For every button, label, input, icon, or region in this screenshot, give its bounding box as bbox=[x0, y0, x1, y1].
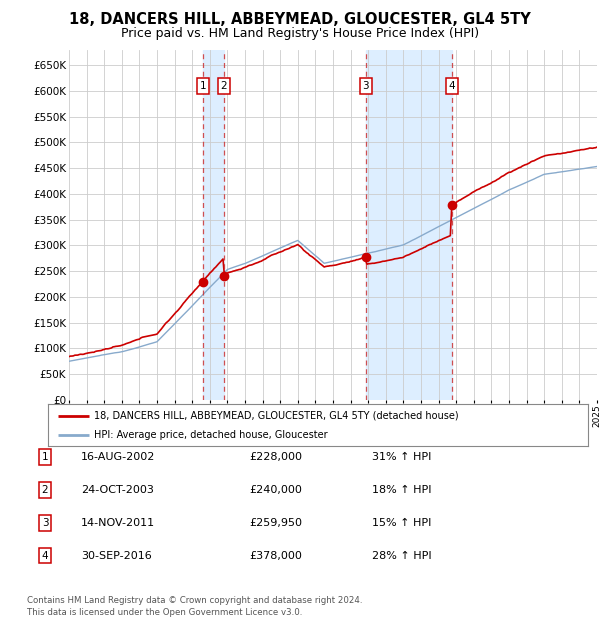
Text: HPI: Average price, detached house, Gloucester: HPI: Average price, detached house, Glou… bbox=[94, 430, 328, 440]
Text: Contains HM Land Registry data © Crown copyright and database right 2024.: Contains HM Land Registry data © Crown c… bbox=[27, 596, 362, 604]
Text: 2: 2 bbox=[221, 81, 227, 91]
Bar bbox=[203, 50, 224, 400]
Text: 18% ↑ HPI: 18% ↑ HPI bbox=[372, 485, 431, 495]
Text: 16-AUG-2002: 16-AUG-2002 bbox=[81, 452, 155, 462]
Text: This data is licensed under the Open Government Licence v3.0.: This data is licensed under the Open Gov… bbox=[27, 608, 302, 617]
Bar bbox=[366, 50, 452, 400]
Text: 15% ↑ HPI: 15% ↑ HPI bbox=[372, 518, 431, 528]
Text: 24-OCT-2003: 24-OCT-2003 bbox=[81, 485, 154, 495]
Text: £259,950: £259,950 bbox=[249, 518, 302, 528]
Text: £378,000: £378,000 bbox=[249, 551, 302, 560]
Text: 3: 3 bbox=[362, 81, 369, 91]
Text: 4: 4 bbox=[41, 551, 49, 560]
Text: Price paid vs. HM Land Registry's House Price Index (HPI): Price paid vs. HM Land Registry's House … bbox=[121, 27, 479, 40]
Text: 1: 1 bbox=[200, 81, 206, 91]
Text: 31% ↑ HPI: 31% ↑ HPI bbox=[372, 452, 431, 462]
Text: £228,000: £228,000 bbox=[249, 452, 302, 462]
Text: 18, DANCERS HILL, ABBEYMEAD, GLOUCESTER, GL4 5TY (detached house): 18, DANCERS HILL, ABBEYMEAD, GLOUCESTER,… bbox=[94, 410, 458, 420]
Text: 4: 4 bbox=[448, 81, 455, 91]
Text: 1: 1 bbox=[41, 452, 49, 462]
Text: 28% ↑ HPI: 28% ↑ HPI bbox=[372, 551, 431, 560]
Text: 3: 3 bbox=[41, 518, 49, 528]
Text: 14-NOV-2011: 14-NOV-2011 bbox=[81, 518, 155, 528]
Text: £240,000: £240,000 bbox=[249, 485, 302, 495]
Text: 18, DANCERS HILL, ABBEYMEAD, GLOUCESTER, GL4 5TY: 18, DANCERS HILL, ABBEYMEAD, GLOUCESTER,… bbox=[69, 12, 531, 27]
Text: 2: 2 bbox=[41, 485, 49, 495]
Text: 30-SEP-2016: 30-SEP-2016 bbox=[81, 551, 152, 560]
